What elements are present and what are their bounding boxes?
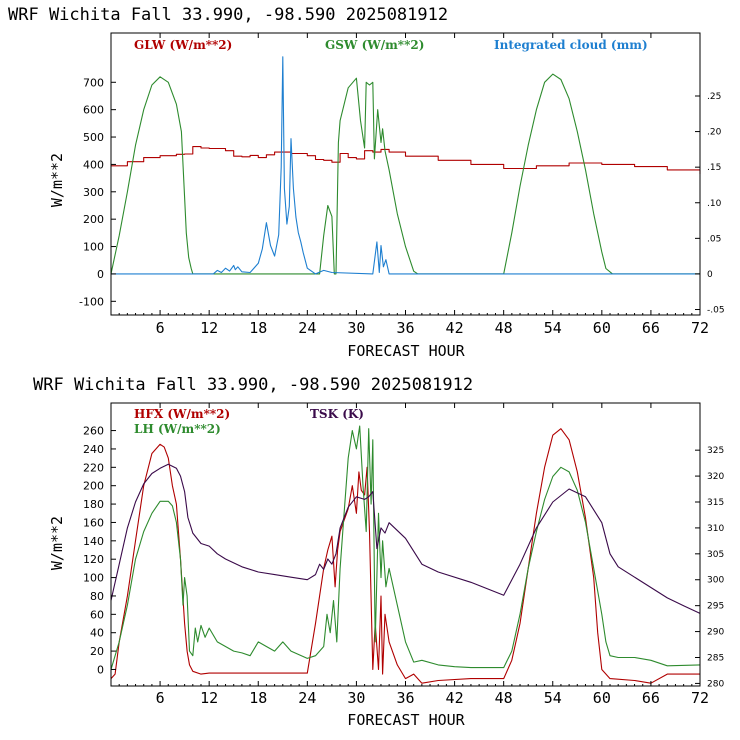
y-tick-label: 180 bbox=[83, 498, 104, 511]
y-tick-label: 220 bbox=[83, 461, 104, 474]
x-tick-label: 12 bbox=[200, 319, 218, 337]
y-tick-label: 400 bbox=[83, 158, 104, 171]
legend-tsk: TSK (K) bbox=[310, 407, 364, 421]
y-tick-label: 160 bbox=[83, 516, 104, 529]
y-tick-label: 0 bbox=[97, 663, 104, 676]
series-layer bbox=[110, 56, 701, 275]
legend-hfx: HFX (W/m**2) bbox=[134, 407, 230, 421]
y2-tick-label: 290 bbox=[707, 628, 724, 638]
y-tick-label: -100 bbox=[79, 295, 104, 308]
x-tick-label: 48 bbox=[495, 319, 513, 337]
chart-title: WRF Wichita Fall 33.990, -98.590 2025081… bbox=[8, 5, 448, 25]
y-tick-label: 300 bbox=[83, 186, 104, 199]
x-tick-label: 66 bbox=[642, 319, 660, 337]
y-tick-label: 40 bbox=[90, 627, 104, 640]
legend-gsw: GSW (W/m**2) bbox=[325, 38, 424, 52]
y-tick-label: 500 bbox=[83, 131, 104, 144]
y2-tick-label: .15 bbox=[707, 163, 721, 173]
x-tick-label: 24 bbox=[298, 319, 316, 337]
x-tick-label: 60 bbox=[593, 689, 611, 707]
x-tick-label: 60 bbox=[593, 319, 611, 337]
x-tick-label: 36 bbox=[396, 319, 414, 337]
series-line-hfx bbox=[110, 428, 700, 684]
legend: HFX (W/m**2) LH (W/m**2) TSK (K) bbox=[134, 407, 364, 436]
radiation-cloud-chart: WRF Wichita Fall 33.990, -98.590 2025081… bbox=[8, 5, 725, 360]
y2-tick-label: 0 bbox=[707, 270, 713, 280]
x-tick-label: 54 bbox=[544, 689, 562, 707]
y-tick-label: 20 bbox=[90, 645, 104, 658]
x-tick-label: 42 bbox=[446, 319, 464, 337]
x-axis-label: FORECAST HOUR bbox=[347, 342, 465, 360]
x-tick-label: 30 bbox=[347, 319, 365, 337]
y-tick-label: 140 bbox=[83, 535, 104, 548]
y-tick-label: 120 bbox=[83, 553, 104, 566]
y2-tick-label: .25 bbox=[707, 92, 721, 102]
y2-tick-label: 320 bbox=[707, 472, 724, 482]
y-tick-label: 200 bbox=[83, 480, 104, 493]
series-line-gsw bbox=[110, 73, 700, 275]
x-tick-label: 12 bbox=[200, 689, 218, 707]
series-line-lh bbox=[110, 425, 701, 670]
series-line-tsk bbox=[110, 463, 701, 614]
chart-title: WRF Wichita Fall 33.990, -98.590 2025081… bbox=[33, 375, 473, 395]
y2-tick-label: 310 bbox=[707, 524, 724, 534]
x-tick-label: 72 bbox=[691, 319, 709, 337]
y-tick-label: 240 bbox=[83, 443, 104, 456]
plot-frame bbox=[110, 402, 701, 687]
y2-tick-label: .05 bbox=[707, 234, 721, 244]
y-tick-label: 700 bbox=[83, 76, 104, 89]
y2-tick-label: 305 bbox=[707, 550, 724, 560]
y2-tick-label: .20 bbox=[707, 128, 722, 138]
y-tick-label: 100 bbox=[83, 572, 104, 585]
x-tick-label: 30 bbox=[347, 689, 365, 707]
y2-tick-label: 300 bbox=[707, 576, 724, 586]
x-tick-label: 18 bbox=[249, 689, 267, 707]
y2-tick-label: 280 bbox=[707, 679, 724, 689]
series-line-glw bbox=[111, 146, 701, 174]
flux-skin-temp-chart: WRF Wichita Fall 33.990, -98.590 2025081… bbox=[33, 375, 724, 729]
y-axis-label: W/m**2 bbox=[48, 153, 66, 207]
x-tick-label: 36 bbox=[396, 689, 414, 707]
x-tick-label: 18 bbox=[249, 319, 267, 337]
axes-layer: 6 12 18 24 30 36 42 48 54 60 66 72 -100 0 100 200 300 400… bbox=[79, 32, 725, 337]
y-tick-label: 80 bbox=[90, 590, 104, 603]
x-tick-label: 6 bbox=[156, 689, 165, 707]
x-tick-label: 72 bbox=[691, 689, 709, 707]
x-tick-label: 42 bbox=[446, 689, 464, 707]
legend-glw: GLW (W/m**2) bbox=[134, 38, 232, 52]
legend-cloud: Integrated cloud (mm) bbox=[494, 38, 648, 52]
y-tick-label: 600 bbox=[83, 104, 104, 117]
legend-lh: LH (W/m**2) bbox=[134, 422, 221, 436]
series-layer bbox=[110, 425, 701, 684]
x-axis-label: FORECAST HOUR bbox=[347, 711, 465, 729]
y-tick-label: 200 bbox=[83, 213, 104, 226]
y-axis-label: W/m**2 bbox=[48, 516, 66, 570]
x-tick-label: 6 bbox=[156, 319, 165, 337]
y2-tick-label: -.05 bbox=[707, 306, 725, 316]
series-line-integrated bbox=[111, 56, 700, 275]
axes-layer: 6 12 18 24 30 36 42 48 54 60 66 72 0 20 40 60 80 100 120 14… bbox=[83, 402, 724, 707]
y2-tick-label: .10 bbox=[707, 199, 722, 209]
y2-tick-label: 295 bbox=[707, 602, 724, 612]
y-tick-label: 0 bbox=[97, 268, 104, 281]
y2-tick-label: 285 bbox=[707, 653, 724, 663]
y-tick-label: 60 bbox=[90, 608, 104, 621]
y-tick-label: 100 bbox=[83, 241, 104, 254]
y2-tick-label: 325 bbox=[707, 446, 724, 456]
x-tick-label: 48 bbox=[495, 689, 513, 707]
x-tick-label: 24 bbox=[298, 689, 316, 707]
legend: GLW (W/m**2) GSW (W/m**2) Integrated clo… bbox=[134, 38, 648, 52]
x-tick-label: 66 bbox=[642, 689, 660, 707]
y2-tick-label: 315 bbox=[707, 498, 724, 508]
x-tick-label: 54 bbox=[544, 319, 562, 337]
y-tick-label: 260 bbox=[83, 425, 104, 438]
